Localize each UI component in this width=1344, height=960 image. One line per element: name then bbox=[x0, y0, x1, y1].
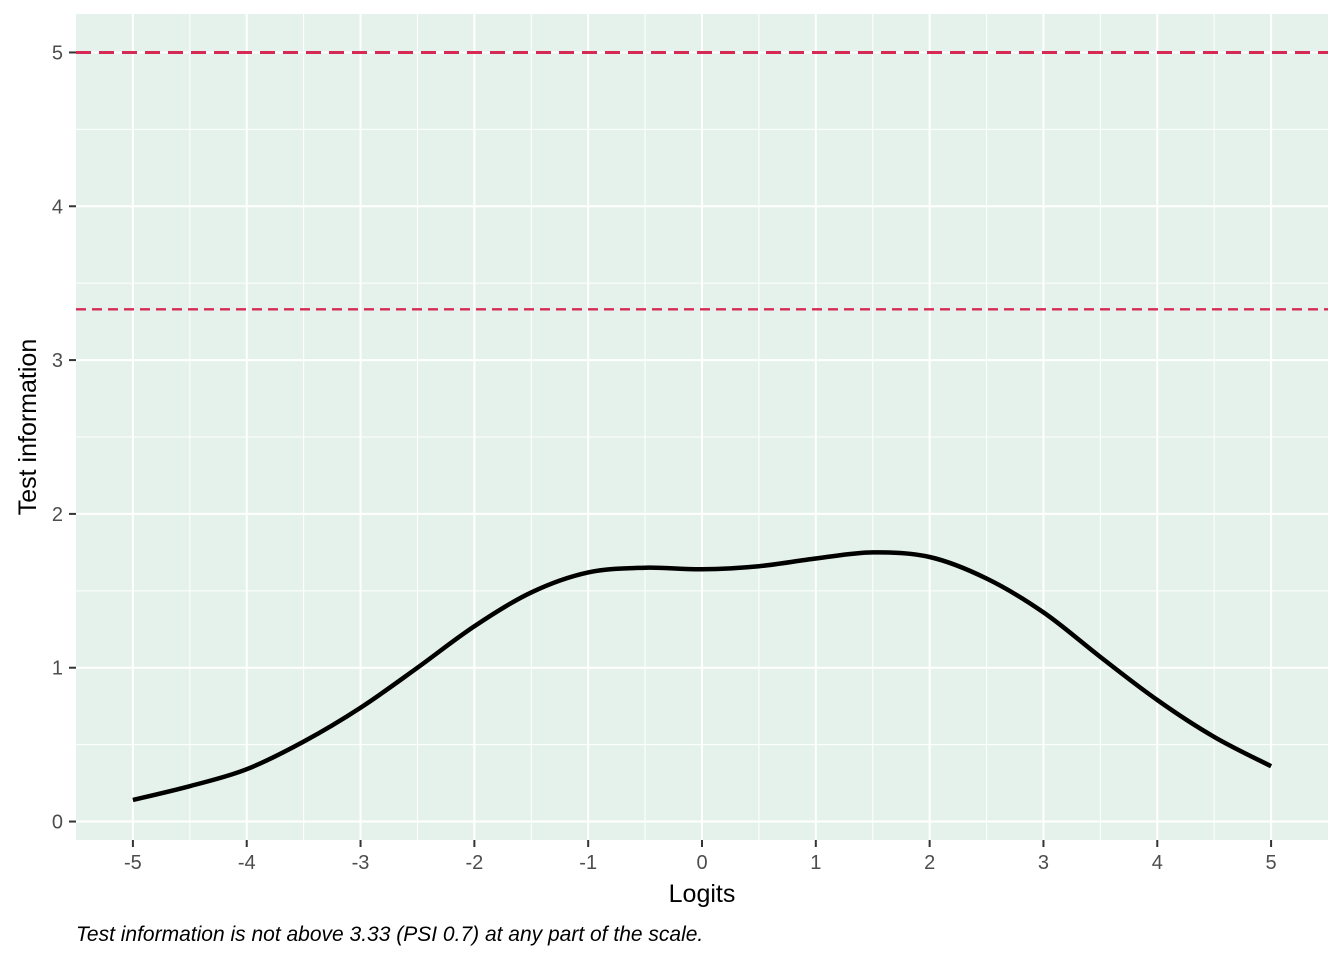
x-tick-label: 2 bbox=[924, 852, 935, 874]
x-tick-label: 3 bbox=[1038, 852, 1049, 874]
major-gridlines bbox=[76, 14, 1328, 840]
x-axis: -5 -4 -3 -2 -1 0 1 2 3 4 5 bbox=[124, 840, 1277, 874]
x-tick-label: -3 bbox=[352, 852, 370, 874]
x-axis-title: Logits bbox=[669, 880, 736, 908]
y-tick-label: 4 bbox=[52, 196, 63, 218]
y-tick-label: 0 bbox=[52, 812, 63, 834]
x-tick-label: 4 bbox=[1152, 852, 1163, 874]
y-tick-label: 2 bbox=[52, 504, 63, 526]
x-tick-label: -1 bbox=[579, 852, 597, 874]
y-axis-title: Test information bbox=[14, 339, 42, 515]
chart-caption: Test information is not above 3.33 (PSI … bbox=[76, 923, 703, 946]
x-tick-label: 1 bbox=[810, 852, 821, 874]
x-tick-label: -2 bbox=[465, 852, 483, 874]
series-line bbox=[132, 550, 1273, 803]
y-axis: 0 1 2 3 4 5 bbox=[52, 42, 76, 834]
y-tick-label: 3 bbox=[52, 350, 63, 372]
x-tick-label: -5 bbox=[124, 852, 142, 874]
reference-lines bbox=[76, 50, 1328, 311]
x-tick-label: 0 bbox=[696, 852, 707, 874]
series-group bbox=[132, 550, 1273, 803]
y-tick-label: 5 bbox=[52, 42, 63, 64]
x-tick-label: 5 bbox=[1266, 852, 1277, 874]
x-tick-label: -4 bbox=[238, 852, 256, 874]
y-tick-label: 1 bbox=[52, 658, 63, 680]
